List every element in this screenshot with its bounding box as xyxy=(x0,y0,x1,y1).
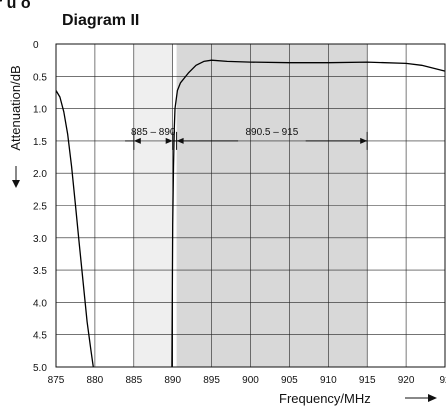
corner-fragment: r ü ö xyxy=(0,0,31,12)
x-axis-label: Frequency/MHz xyxy=(279,391,371,406)
y-tick-label: 4.0 xyxy=(33,298,47,309)
y-axis-arrow xyxy=(12,166,20,188)
attenuation-curve-segment-1 xyxy=(171,59,446,368)
x-tick-label: 915 xyxy=(359,375,376,386)
y-tick-label: 4.5 xyxy=(33,331,47,342)
range-label-0: 885 – 890 xyxy=(131,127,176,138)
range-annotations: 885 – 890 890.5 – 915 xyxy=(125,127,368,150)
x-tick-label: 920 xyxy=(398,375,415,386)
y-tick-label: 3.5 xyxy=(33,266,47,277)
attenuation-curves xyxy=(55,59,446,368)
x-tick-label: 890 xyxy=(164,375,181,386)
range-arrowhead xyxy=(176,137,184,144)
plot-frame xyxy=(55,43,446,368)
x-tick-label: 910 xyxy=(320,375,337,386)
y-tick-label: 2.0 xyxy=(33,169,47,180)
y-tick-label: 3.0 xyxy=(33,234,47,245)
x-tick-label: 875 xyxy=(48,375,65,386)
attenuation-curve-segment-0 xyxy=(55,90,94,368)
x-tick-labels: 875 880 885 890 895 900 905 910 915 920 92 xyxy=(48,375,446,386)
x-tick-label: 880 xyxy=(87,375,104,386)
x-tick-label: 900 xyxy=(242,375,259,386)
range-arrowhead xyxy=(133,137,141,144)
chart-title: Diagram II xyxy=(62,12,139,29)
y-tick-label: 0 xyxy=(33,40,39,51)
y-tick-label: 2.5 xyxy=(33,202,47,213)
y-tick-label: 5.0 xyxy=(33,363,47,374)
y-tick-labels: 0 0.5 1.0 1.5 2.0 2.5 3.0 3.5 4.0 4.5 5.0 xyxy=(33,40,47,374)
x-tick-label: 885 xyxy=(125,375,142,386)
grid-lines xyxy=(56,44,445,367)
x-tick-label: 905 xyxy=(281,375,298,386)
x-tick-label: 92 xyxy=(439,375,446,386)
x-tick-label: 895 xyxy=(203,375,220,386)
x-axis-arrow xyxy=(405,394,437,402)
y-axis-title-group: Attenuation/dB xyxy=(8,65,23,150)
range-label-1: 890.5 – 915 xyxy=(245,127,298,138)
y-tick-label: 0.5 xyxy=(33,72,47,83)
range-arrowhead xyxy=(165,137,173,144)
y-axis-label: Attenuation/dB xyxy=(8,65,23,150)
y-tick-label: 1.5 xyxy=(33,137,47,148)
y-tick-label: 1.0 xyxy=(33,105,47,116)
range-arrowhead xyxy=(360,137,368,144)
